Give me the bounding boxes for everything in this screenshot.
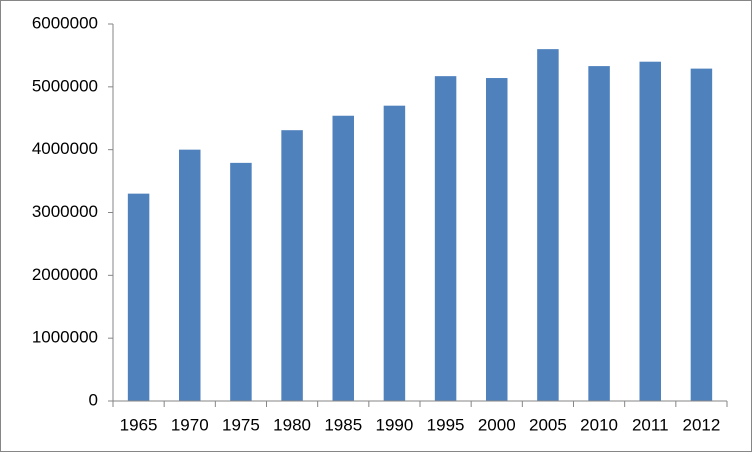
x-tick-label: 2011 — [632, 415, 669, 434]
bar — [127, 193, 150, 401]
x-tick-label: 1970 — [171, 415, 209, 434]
y-tick-label: 3000000 — [32, 202, 98, 221]
x-tick-label: 1990 — [376, 415, 414, 434]
y-tick-label: 1000000 — [32, 328, 98, 347]
x-tick-label: 2005 — [529, 415, 567, 434]
y-tick-label: 4000000 — [32, 139, 98, 158]
bar — [332, 115, 354, 401]
x-tick-label: 1975 — [222, 415, 260, 434]
x-tick-label: 2012 — [683, 415, 721, 434]
x-tick-label: 2000 — [478, 415, 516, 434]
y-tick-label: 6000000 — [32, 13, 98, 32]
bar — [434, 76, 457, 401]
bar — [179, 149, 201, 401]
bar — [639, 61, 661, 401]
y-tick-label: 0 — [89, 390, 98, 409]
x-tick-label: 1980 — [273, 415, 311, 434]
x-tick-label: 1965 — [120, 415, 158, 434]
bar — [230, 162, 252, 401]
bar — [690, 68, 713, 401]
y-tick-label: 2000000 — [32, 265, 98, 284]
x-tick-label: 2010 — [580, 415, 618, 434]
x-tick-label: 1995 — [427, 415, 465, 434]
bar — [537, 49, 559, 402]
y-tick-label: 5000000 — [32, 76, 98, 95]
x-tick-label: 1985 — [324, 415, 362, 434]
bar — [486, 78, 508, 401]
bar — [281, 130, 303, 401]
bar — [383, 105, 406, 401]
bar — [588, 66, 610, 402]
